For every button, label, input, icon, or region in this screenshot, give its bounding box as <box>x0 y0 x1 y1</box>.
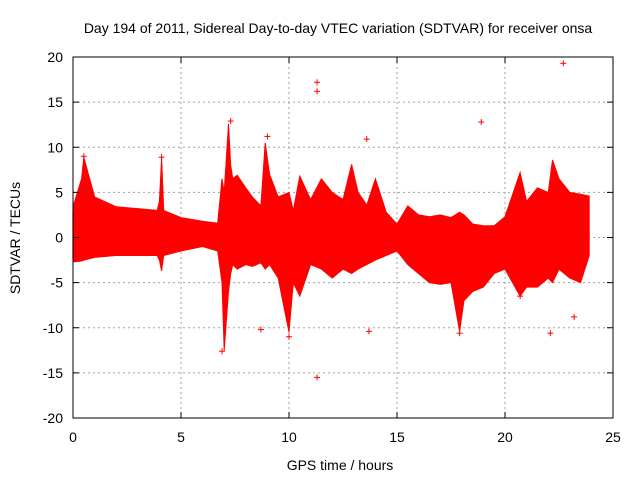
outlier-point <box>314 79 321 86</box>
data-envelope <box>72 123 590 351</box>
outlier-point <box>560 60 567 67</box>
y-tick-label: -10 <box>43 320 63 336</box>
outlier-point <box>158 154 165 161</box>
x-tick-label: 25 <box>605 429 621 445</box>
y-tick-label: 5 <box>55 184 63 200</box>
y-tick-label: -5 <box>51 275 64 291</box>
x-tick-label: 15 <box>389 429 405 445</box>
outlier-point <box>517 293 524 300</box>
outlier-point <box>257 326 264 333</box>
outlier-point <box>314 88 321 95</box>
x-tick-labels: 0 5 10 15 20 25 <box>69 429 621 445</box>
y-tick-label: 15 <box>47 94 63 110</box>
x-tick-label: 20 <box>497 429 513 445</box>
outlier-point <box>363 136 370 143</box>
y-tick-labels: -20 -15 -10 -5 0 5 10 15 20 <box>43 49 63 426</box>
outlier-point <box>264 133 271 140</box>
chart-title: Day 194 of 2011, Sidereal Day-to-day VTE… <box>84 20 593 36</box>
outlier-point <box>227 118 234 125</box>
y-tick-label: 10 <box>47 139 63 155</box>
outlier-point <box>571 313 578 320</box>
x-tick-label: 10 <box>281 429 297 445</box>
y-tick-label: 20 <box>47 49 63 65</box>
outlier-point <box>286 333 292 340</box>
y-tick-label: -15 <box>43 365 63 381</box>
outlier-point <box>547 330 554 337</box>
outlier-point <box>478 118 485 125</box>
y-tick-label: 0 <box>55 230 63 246</box>
outlier-point <box>365 328 372 335</box>
y-tick-label: -20 <box>43 410 63 426</box>
outlier-point <box>314 374 321 381</box>
axis-ticks <box>72 56 614 419</box>
outlier-point <box>456 330 463 337</box>
outlier-point <box>80 153 87 160</box>
x-tick-label: 5 <box>177 429 185 445</box>
y-axis-label: SDTVAR / TECUs <box>7 182 23 294</box>
x-axis-label: GPS time / hours <box>287 457 394 473</box>
data-points <box>80 60 578 381</box>
x-tick-label: 0 <box>69 429 77 445</box>
outlier-point <box>219 348 226 355</box>
